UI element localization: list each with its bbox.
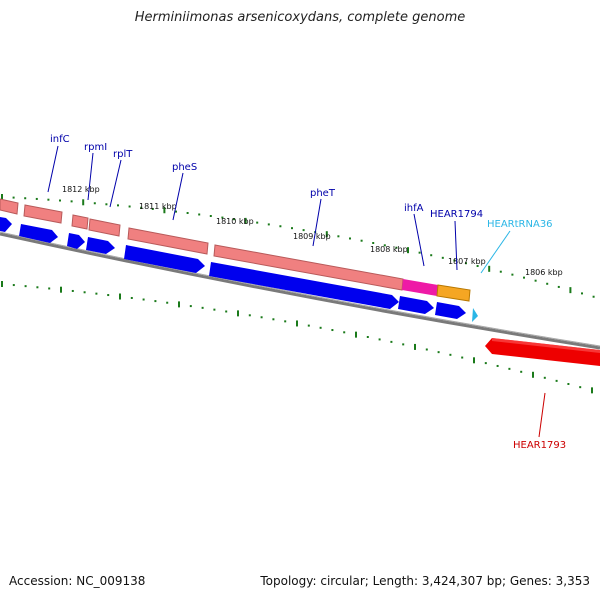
scale-label: 1808 kbp	[370, 245, 408, 254]
cds-arrow[interactable]	[67, 233, 85, 249]
gene-block[interactable]	[23, 204, 63, 224]
gene-block[interactable]	[71, 214, 89, 230]
upper-tick-track	[1, 194, 595, 298]
gene-label-rplT[interactable]: rplT	[113, 149, 133, 160]
gene-label-ihfA[interactable]: ihfA	[404, 203, 424, 214]
cds-arrow[interactable]	[398, 296, 434, 314]
label-leaders	[47, 145, 546, 438]
cds-forward-track	[0, 217, 478, 322]
trna-arrow[interactable]	[472, 308, 478, 322]
lower-tick-track	[1, 281, 593, 394]
scale-label: 1812 kbp	[62, 185, 100, 194]
scale-label: 1810 kbp	[216, 217, 254, 226]
scale-label: 1811 kbp	[139, 202, 177, 211]
gene-block[interactable]	[127, 227, 209, 255]
gene-block-HEAR1794[interactable]	[436, 284, 471, 302]
cds-arrow[interactable]	[0, 217, 12, 232]
gene-block[interactable]	[0, 198, 19, 215]
scale-label: 1807 kbp	[448, 257, 486, 266]
map-title: Herminiimonas arsenicoxydans, complete g…	[134, 10, 466, 25]
cds-arrow[interactable]	[124, 245, 205, 273]
genome-stats-text: Topology: circular; Length: 3,424,307 bp…	[260, 574, 590, 588]
gene-label-infC[interactable]: infC	[50, 134, 70, 145]
gene-label-HEAR1793[interactable]: HEAR1793	[513, 440, 566, 451]
gene-labels: infC rpmI rplT pheS pheT ihfA HEAR1794 H…	[50, 134, 566, 451]
cds-reverse-arrow-HEAR1793[interactable]	[485, 338, 600, 366]
gene-label-rpmI[interactable]: rpmI	[84, 142, 107, 153]
gene-block[interactable]	[88, 218, 121, 237]
gene-label-HEAR1794[interactable]: HEAR1794	[430, 209, 483, 220]
cds-arrow[interactable]	[209, 262, 399, 309]
cds-arrow[interactable]	[19, 224, 58, 243]
gene-label-HEARtRNA36[interactable]: HEARtRNA36	[487, 219, 553, 230]
gene-block-ihfA[interactable]	[402, 279, 438, 296]
scale-label: 1809 kbp	[293, 232, 331, 241]
cds-arrow[interactable]	[86, 237, 115, 254]
cds-arrow[interactable]	[435, 302, 466, 319]
accession-text: Accession: NC_009138	[9, 574, 146, 588]
scale-labels: 1812 kbp 1811 kbp 1810 kbp 1809 kbp 1808…	[62, 185, 563, 277]
genome-backbone	[0, 232, 600, 350]
gene-label-pheS[interactable]: pheS	[172, 162, 197, 173]
gene-label-pheT[interactable]: pheT	[310, 188, 336, 199]
scale-label: 1806 kbp	[525, 268, 563, 277]
forward-gene-track	[0, 198, 471, 302]
